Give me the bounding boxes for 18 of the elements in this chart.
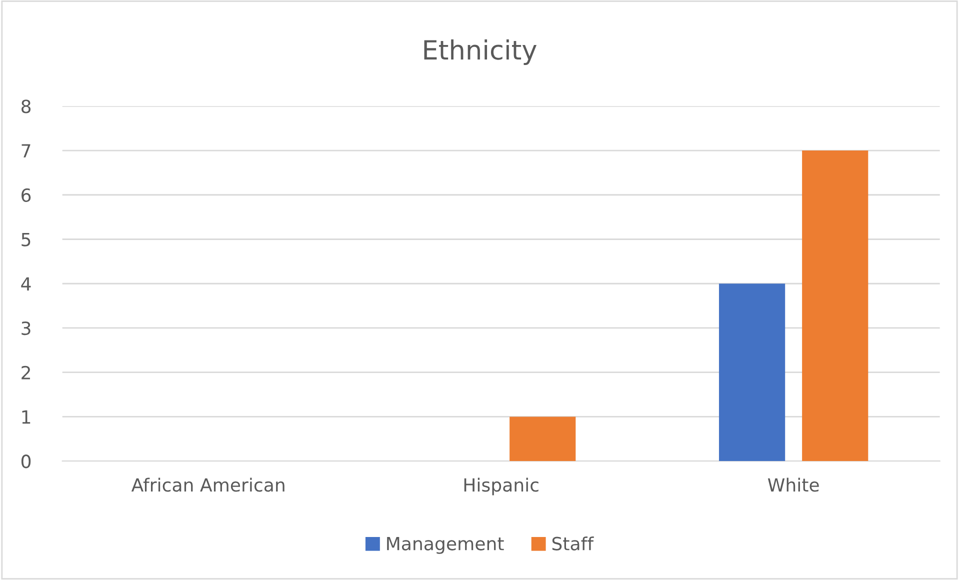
x-tick-label: Hispanic bbox=[464, 478, 538, 496]
bar bbox=[802, 150, 868, 462]
y-tick-label: 5 bbox=[22, 232, 30, 246]
bar bbox=[718, 284, 786, 462]
x-tick-label: White bbox=[768, 478, 819, 492]
legend-label: Staff bbox=[552, 536, 594, 550]
x-tick-label: African American bbox=[131, 478, 284, 492]
y-tick-label: 8 bbox=[22, 100, 31, 114]
y-tick-label: 3 bbox=[22, 321, 30, 336]
y-tick-label: 6 bbox=[22, 188, 31, 202]
bar bbox=[510, 416, 576, 462]
y-tick-label: 2 bbox=[22, 366, 30, 380]
y-tick-label: 1 bbox=[22, 410, 30, 424]
legend-label: Management bbox=[387, 537, 504, 554]
y-tick-label: 4 bbox=[21, 277, 31, 290]
chart-title: Ethnicity bbox=[424, 39, 537, 65]
y-tick-label: 0 bbox=[21, 454, 31, 468]
y-tick-label: 7 bbox=[22, 144, 30, 158]
